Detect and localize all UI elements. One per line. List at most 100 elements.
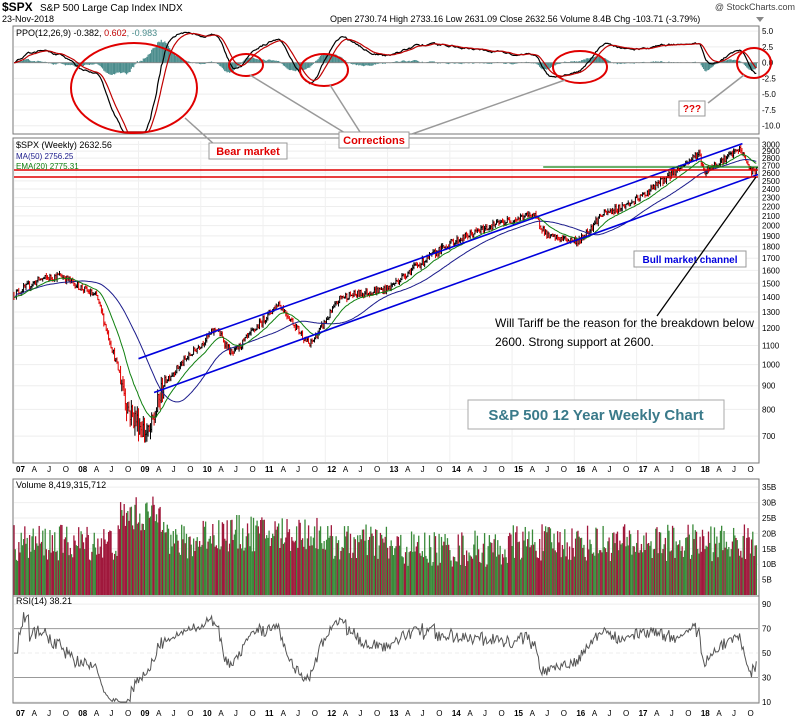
volume-bar: [110, 531, 112, 595]
volume-bar: [60, 524, 62, 595]
volume-bar: [50, 552, 52, 595]
ema20-line: [14, 154, 757, 418]
volume-bar: [750, 539, 753, 595]
volume-bar: [740, 550, 742, 595]
volume-bar: [389, 546, 391, 595]
volume-legend: Volume 8,419,315,712: [16, 480, 106, 490]
volume-bar: [748, 537, 750, 595]
x-axis-label: O: [249, 465, 255, 474]
rsi-line: [14, 612, 757, 703]
volume-bar: [571, 528, 573, 595]
volume-bar: [135, 497, 137, 595]
x-axis-label: A: [716, 465, 722, 474]
chevron-down-icon[interactable]: [756, 17, 764, 22]
volume-bar: [576, 531, 578, 595]
volume-bar: [318, 530, 321, 595]
volume-bar: [324, 549, 326, 595]
volume-bar: [523, 540, 525, 595]
ppo-tick-label: -7.5: [762, 106, 776, 115]
volume-bar: [578, 536, 580, 595]
x-axis-label: O: [187, 709, 193, 718]
rsi-legend: RSI(14) 38.21: [16, 596, 72, 606]
volume-bar: [251, 551, 253, 595]
volume-bar: [46, 559, 49, 595]
volume-bar: [298, 519, 300, 595]
volume-bar: [689, 558, 692, 595]
volume-bar: [30, 551, 32, 595]
volume-bar: [279, 547, 281, 595]
volume-bar: [426, 558, 428, 595]
volume-bar: [155, 514, 158, 595]
question-label-box: [678, 100, 706, 117]
volume-bar: [753, 555, 755, 595]
volume-bar: [638, 552, 640, 595]
volume-bar: [604, 548, 607, 595]
volume-bar: [525, 546, 528, 595]
volume-bar: [662, 549, 664, 595]
volume-bar: [219, 549, 221, 595]
volume-bar: [688, 534, 690, 595]
volume-bar: [388, 558, 390, 595]
volume-bar: [311, 545, 313, 595]
x-axis-label: J: [732, 709, 736, 718]
volume-bar: [667, 524, 669, 595]
volume-bar: [44, 528, 46, 595]
volume-bar: [627, 545, 629, 595]
volume-bar: [513, 557, 516, 595]
title-box: [467, 399, 725, 430]
volume-bar: [303, 546, 305, 595]
volume-bar: [280, 538, 282, 595]
volume-bar: [451, 566, 453, 595]
volume-bar: [183, 526, 185, 595]
volume-bar: [432, 562, 434, 595]
volume-bar: [428, 535, 431, 595]
volume-bar: [579, 538, 582, 595]
volume-tick-label: 10B: [762, 560, 776, 569]
volume-bar: [649, 545, 651, 595]
x-axis-label: A: [530, 465, 536, 474]
volume-bar: [348, 553, 350, 595]
volume-bar: [529, 547, 531, 595]
volume-bar: [157, 522, 159, 595]
volume-bar: [90, 560, 92, 595]
volume-bar: [481, 552, 483, 595]
volume-bar: [494, 534, 497, 595]
volume-bar: [630, 534, 632, 595]
volume-bar: [413, 534, 415, 595]
volume-bar: [473, 544, 475, 595]
volume-bar: [191, 556, 194, 595]
volume-bar: [341, 546, 343, 595]
volume-bar: [445, 545, 447, 595]
volume-bar: [236, 515, 238, 595]
volume-bar: [717, 557, 719, 595]
volume-bar: [272, 533, 274, 595]
x-axis-label: 12: [327, 709, 336, 718]
volume-bar: [118, 529, 121, 595]
volume-bar: [732, 527, 735, 595]
volume-bar: [615, 533, 617, 595]
volume-bar: [632, 546, 634, 595]
volume-bar: [430, 547, 432, 595]
volume-bar: [404, 552, 407, 595]
volume-bar: [656, 527, 658, 595]
volume-bar: [262, 520, 264, 595]
volume-bar: [461, 532, 463, 595]
volume-bar: [380, 534, 383, 595]
volume-bar: [400, 534, 402, 595]
volume-bar: [712, 552, 714, 595]
volume-bar: [669, 551, 671, 595]
x-axis-label: J: [234, 465, 238, 474]
volume-bar: [480, 563, 482, 595]
volume-bar: [442, 545, 444, 595]
x-axis-label: J: [670, 465, 674, 474]
volume-bar: [307, 525, 310, 595]
volume-bar: [628, 530, 631, 595]
volume-bar: [573, 556, 576, 595]
price-tick-label: 2700: [762, 161, 780, 170]
volume-bar: [550, 542, 553, 595]
volume-bar: [512, 525, 514, 595]
volume-bar: [203, 526, 206, 595]
volume-bar: [646, 543, 649, 595]
volume-bar: [499, 545, 501, 595]
volume-bar: [22, 539, 25, 595]
